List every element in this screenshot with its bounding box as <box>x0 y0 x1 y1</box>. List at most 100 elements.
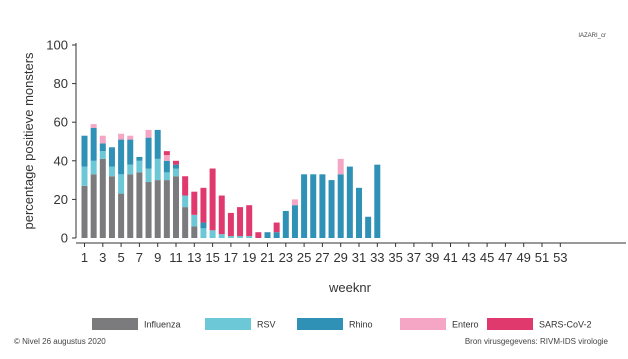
bar-segment-entero-week-5 <box>118 133 125 140</box>
bar-segment-influenza-week-7 <box>136 172 143 238</box>
x-tick-label: 35 <box>388 250 402 265</box>
bar-segment-entero-week-24 <box>291 199 298 206</box>
x-tick-label: 3 <box>99 250 106 265</box>
bar-segment-rhino-week-8 <box>145 137 152 169</box>
bar-segment-rhino-week-28 <box>328 180 335 238</box>
bar-segment-rhino-week-33 <box>374 164 381 238</box>
x-tick-label: 43 <box>462 250 476 265</box>
bar-segment-rsv-week-19 <box>246 236 253 238</box>
bar-segment-sars-cov-2-week-12 <box>182 176 189 196</box>
legend-swatch-rsv <box>205 318 251 330</box>
bar-segment-rhino-week-9 <box>154 129 161 159</box>
bar-segment-influenza-week-2 <box>90 174 97 238</box>
x-tick-label: 25 <box>297 250 311 265</box>
bar-segment-sars-cov-2-week-14 <box>200 187 207 223</box>
x-tick-label: 37 <box>407 250 421 265</box>
x-tick-label: 45 <box>480 250 494 265</box>
x-tick-label: 13 <box>187 250 201 265</box>
bar-segment-influenza-week-10 <box>163 180 170 238</box>
x-tick-label: 17 <box>224 250 238 265</box>
bar-segment-sars-cov-2-week-19 <box>246 205 253 237</box>
bar-segment-sars-cov-2-week-20 <box>255 232 262 238</box>
x-tick-label: 23 <box>279 250 293 265</box>
x-tick-label: 19 <box>242 250 256 265</box>
bar-segment-rsv-week-8 <box>145 168 152 183</box>
y-tick-label: 60 <box>54 115 68 130</box>
bar-segment-rsv-week-14 <box>200 228 207 238</box>
x-tick-label: 31 <box>352 250 366 265</box>
bar-segment-entero-week-29 <box>337 158 344 175</box>
bar-segment-rhino-week-7 <box>136 156 143 161</box>
bar-segment-rsv-week-3 <box>99 151 106 159</box>
y-tick-label: 80 <box>54 76 68 91</box>
x-tick-label: 47 <box>498 250 512 265</box>
bar-segment-rhino-week-5 <box>118 139 125 175</box>
x-tick-label: 21 <box>260 250 274 265</box>
bar-segment-rhino-week-11 <box>173 164 179 169</box>
bar-segment-rhino-week-31 <box>356 187 362 238</box>
bar-segment-rsv-week-15 <box>209 230 216 238</box>
bar-segment-rhino-week-2 <box>90 127 97 161</box>
bar-segment-entero-week-2 <box>90 124 97 128</box>
x-tick-label: 33 <box>370 250 384 265</box>
footer-right-note: Bron virusgegevens: RIVM-IDS virologie <box>465 337 609 346</box>
bar-segment-sars-cov-2-week-18 <box>237 207 244 237</box>
bar-segment-rsv-week-2 <box>90 160 97 175</box>
x-tick-label: 51 <box>535 250 549 265</box>
bar-segment-sars-cov-2-week-13 <box>191 191 198 215</box>
bar-segment-influenza-week-11 <box>173 176 179 238</box>
bar-segment-rhino-week-27 <box>319 174 326 238</box>
bar-segment-rsv-week-4 <box>108 166 115 177</box>
bar-segment-rsv-week-12 <box>182 195 189 208</box>
bar-segment-rhino-week-25 <box>301 174 308 238</box>
legend-swatch-influenza <box>92 318 138 330</box>
bar-segment-rhino-week-14 <box>200 222 207 229</box>
bar-segment-rhino-week-1 <box>81 135 88 167</box>
y-tick-label: 40 <box>54 153 68 168</box>
bar-segment-influenza-week-4 <box>108 176 115 238</box>
y-axis-title: percentage positieve monsters <box>21 52 36 230</box>
bar-segment-entero-week-6 <box>127 135 134 140</box>
bar-segment-influenza-week-13 <box>191 226 198 238</box>
bar-segment-rsv-week-7 <box>136 160 143 173</box>
bar-segment-rsv-week-18 <box>237 236 244 238</box>
legend-label-rsv: RSV <box>257 320 276 330</box>
bar-segment-sars-cov-2-week-17 <box>227 212 234 237</box>
x-tick-label: 49 <box>516 250 530 265</box>
x-tick-label: 41 <box>443 250 457 265</box>
bar-segment-influenza-week-3 <box>99 158 106 238</box>
bar-segment-sars-cov-2-week-15 <box>209 168 216 231</box>
legend-swatch-sars-cov-2 <box>487 318 533 330</box>
bar-segment-influenza-week-12 <box>182 207 189 238</box>
bar-segment-rsv-week-10 <box>163 172 170 181</box>
bar-segment-rhino-week-32 <box>365 216 372 238</box>
bar-segment-rsv-week-11 <box>173 168 179 177</box>
x-tick-label: 15 <box>205 250 219 265</box>
bar-segment-entero-week-3 <box>99 135 106 144</box>
y-tick-label: 20 <box>54 192 68 207</box>
y-tick-label: 100 <box>46 38 68 53</box>
bar-segment-entero-week-8 <box>145 129 152 138</box>
legend-label-sars-cov-2: SARS-CoV-2 <box>539 320 592 330</box>
bar-segment-rsv-week-13 <box>191 214 198 227</box>
x-tick-label: 1 <box>81 250 88 265</box>
bar-segment-rhino-week-10 <box>163 160 170 173</box>
bar-segment-rhino-week-24 <box>291 205 298 238</box>
x-tick-label: 11 <box>169 250 183 265</box>
bar-segment-rhino-week-4 <box>108 147 115 167</box>
x-tick-label: 9 <box>154 250 161 265</box>
bar-segment-influenza-week-6 <box>127 174 134 238</box>
x-tick-label: 27 <box>315 250 329 265</box>
legend-label-rhino: Rhino <box>349 320 373 330</box>
legend-swatch-rhino <box>297 318 343 330</box>
bar-segment-rhino-week-26 <box>310 174 317 238</box>
legend-swatch-entero <box>400 318 446 330</box>
legend-label-influenza: Influenza <box>144 320 181 330</box>
x-tick-label: 39 <box>425 250 439 265</box>
bar-segment-sars-cov-2-week-11 <box>173 160 179 165</box>
legend-label-entero: Entero <box>452 320 479 330</box>
bar-segment-rhino-week-22 <box>273 232 280 238</box>
bar-segment-rhino-week-6 <box>127 139 134 165</box>
